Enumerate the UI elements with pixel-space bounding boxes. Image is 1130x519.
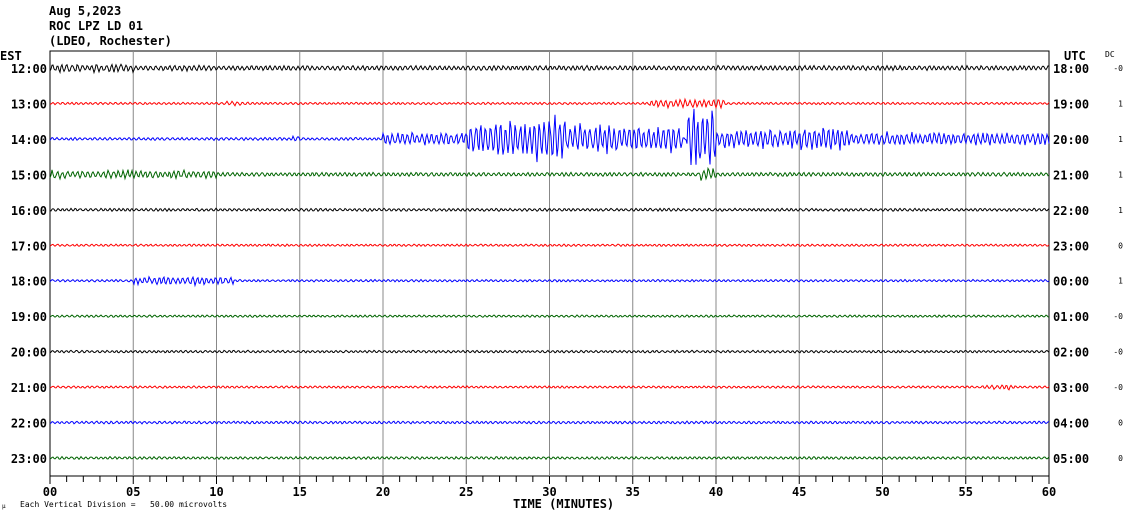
dc-offset-label: 1 bbox=[1118, 170, 1123, 179]
est-time-label: 14:00 bbox=[11, 133, 47, 147]
x-tick-label: 30 bbox=[542, 485, 556, 499]
x-tick-label: 20 bbox=[376, 485, 390, 499]
utc-time-label: 03:00 bbox=[1053, 381, 1089, 395]
microvolt-mark: µ bbox=[2, 503, 6, 510]
utc-time-label: 22:00 bbox=[1053, 204, 1089, 218]
x-tick-label: 45 bbox=[792, 485, 806, 499]
utc-time-label: 02:00 bbox=[1053, 346, 1089, 360]
est-time-label: 16:00 bbox=[11, 204, 47, 218]
seismic-trace-2100 bbox=[49, 384, 1050, 391]
dc-offset-label: 1 bbox=[1118, 277, 1123, 286]
seismic-trace-1600 bbox=[49, 207, 1050, 213]
dc-offset-label: 1 bbox=[1118, 135, 1123, 144]
utc-time-label: 01:00 bbox=[1053, 310, 1089, 324]
x-tick-label: 15 bbox=[293, 485, 307, 499]
dc-column-title: DC bbox=[1105, 50, 1115, 59]
dc-offset-label: 1 bbox=[1118, 206, 1123, 215]
x-tick-label: 60 bbox=[1042, 485, 1056, 499]
est-time-label: 15:00 bbox=[11, 168, 47, 182]
seismic-trace-2000 bbox=[49, 349, 1050, 354]
x-tick-label: 10 bbox=[209, 485, 223, 499]
utc-time-label: 21:00 bbox=[1053, 168, 1089, 182]
dc-offset-label: 0 bbox=[1118, 241, 1123, 250]
utc-time-label: 20:00 bbox=[1053, 133, 1089, 147]
est-time-label: 22:00 bbox=[11, 417, 47, 431]
date-label: Aug 5,2023 bbox=[49, 4, 122, 18]
dc-offset-label: 0 bbox=[1118, 419, 1123, 428]
est-time-label: 13:00 bbox=[11, 97, 47, 111]
est-time-label: 19:00 bbox=[11, 310, 47, 324]
est-time-label: 17:00 bbox=[11, 239, 47, 253]
station-label: ROC LPZ LD 01 bbox=[49, 19, 143, 33]
x-tick-label: 55 bbox=[959, 485, 973, 499]
est-time-label: 23:00 bbox=[11, 452, 47, 466]
seismic-trace-1800 bbox=[49, 275, 1050, 288]
x-tick-label: 40 bbox=[709, 485, 723, 499]
dc-offset-label: 0 bbox=[1118, 454, 1123, 463]
seismic-trace-1300 bbox=[49, 97, 1050, 110]
utc-time-label: 00:00 bbox=[1053, 275, 1089, 289]
utc-time-label: 04:00 bbox=[1053, 417, 1089, 431]
dc-offset-label: -0 bbox=[1113, 64, 1123, 73]
x-tick-label: 25 bbox=[459, 485, 473, 499]
seismic-trace-1500 bbox=[49, 166, 1050, 181]
est-time-label: 21:00 bbox=[11, 381, 47, 395]
utc-time-label: 18:00 bbox=[1053, 62, 1089, 76]
dc-offset-label: -0 bbox=[1113, 348, 1123, 357]
x-tick-label: 00 bbox=[43, 485, 57, 499]
est-axis-title: EST bbox=[0, 49, 22, 63]
dc-offset-label: -0 bbox=[1113, 383, 1123, 392]
seismic-trace-2200 bbox=[49, 420, 1050, 425]
x-tick-label: 35 bbox=[626, 485, 640, 499]
network-label: (LDEO, Rochester) bbox=[49, 34, 172, 48]
utc-time-label: 23:00 bbox=[1053, 239, 1089, 253]
x-tick-label: 50 bbox=[875, 485, 889, 499]
dc-offset-label: -0 bbox=[1113, 312, 1123, 321]
seismic-trace-2300 bbox=[49, 455, 1050, 461]
utc-axis-title: UTC bbox=[1064, 49, 1086, 63]
x-axis-title: TIME (MINUTES) bbox=[513, 497, 614, 511]
scale-note: Each Vertical Division = 50.00 microvolt… bbox=[20, 500, 228, 509]
est-time-label: 20:00 bbox=[11, 346, 47, 360]
utc-time-label: 19:00 bbox=[1053, 97, 1089, 111]
utc-time-label: 05:00 bbox=[1053, 452, 1089, 466]
x-tick-label: 05 bbox=[126, 485, 140, 499]
est-time-label: 12:00 bbox=[11, 62, 47, 76]
seismic-trace-1400 bbox=[49, 108, 1050, 166]
dc-offset-label: 1 bbox=[1118, 99, 1123, 108]
est-time-label: 18:00 bbox=[11, 275, 47, 289]
seismic-trace-1700 bbox=[49, 243, 1050, 248]
seismic-trace-1200 bbox=[49, 63, 1050, 75]
seismic-trace-1900 bbox=[49, 314, 1050, 319]
